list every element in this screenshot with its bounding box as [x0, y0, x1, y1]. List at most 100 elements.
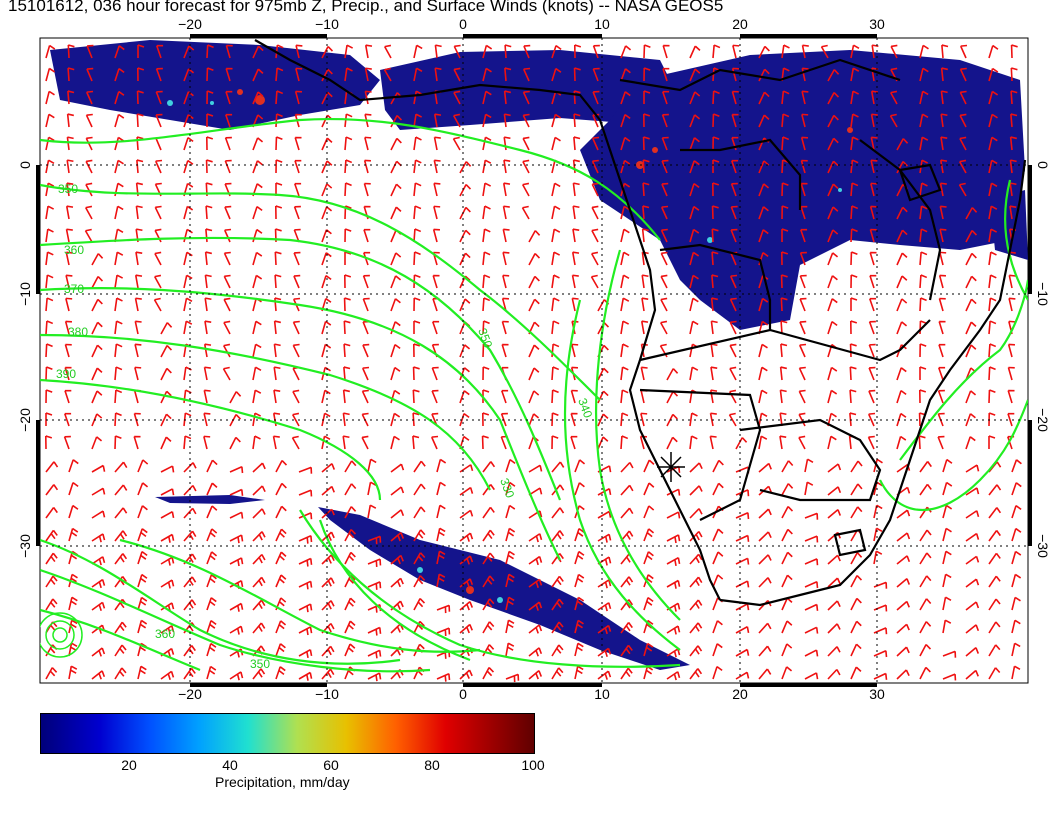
wind-barb [274, 205, 283, 220]
wind-barb [413, 483, 426, 496]
wind-barb [735, 534, 750, 542]
wind-barb [779, 389, 787, 404]
wind-barb [502, 182, 511, 197]
colorbar-tick-label: 40 [222, 757, 238, 773]
wind-barb [873, 627, 888, 635]
wind-barb [781, 136, 790, 151]
wind-barb [712, 136, 720, 151]
wind-barb [66, 159, 74, 174]
wind-barb [413, 159, 422, 174]
wind-barb [252, 412, 262, 427]
wind-barb [413, 297, 421, 312]
wind-barb [988, 644, 1001, 657]
wind-barb [643, 596, 654, 611]
wind-barb [344, 228, 352, 243]
wind-barb [570, 412, 578, 427]
wind-barb [64, 343, 72, 358]
wind-barb [988, 343, 997, 358]
wind-barb [551, 389, 559, 404]
wind-barb [504, 67, 512, 82]
border-7 [859, 139, 942, 301]
wind-barb [252, 366, 262, 381]
wind-barb [204, 320, 212, 335]
wind-barb [689, 576, 703, 588]
wind-barb [413, 136, 422, 151]
wind-barb [413, 44, 423, 59]
wind-barb [205, 136, 214, 151]
wind-barb [850, 620, 862, 634]
wind-barb [390, 532, 405, 542]
wind-barb [801, 113, 809, 128]
wind-barb [827, 114, 839, 128]
wind-barb [660, 297, 668, 312]
wind-barb [502, 228, 510, 243]
wind-barb [965, 321, 977, 335]
wind-barb [367, 672, 382, 682]
wind-barb [758, 114, 770, 128]
lon-tick-label: 20 [732, 16, 748, 32]
wind-barb [203, 366, 211, 381]
wind-barb [293, 274, 301, 289]
wind-barb [666, 534, 681, 544]
wind-barb [68, 504, 79, 519]
lon-tick-label: −20 [178, 16, 202, 32]
wind-barb [206, 528, 218, 542]
wind-barb [292, 343, 300, 358]
wind-barb [436, 458, 447, 473]
wind-barb [84, 228, 93, 243]
wind-barb [523, 44, 531, 59]
wind-barb [137, 459, 149, 473]
wind-barb [362, 274, 370, 289]
wind-barb [735, 671, 750, 680]
wind-barb [343, 297, 351, 312]
lat-tick-label: −10 [1035, 282, 1051, 306]
wind-barb [432, 274, 440, 289]
wind-barb [183, 68, 195, 82]
wind-barb [183, 114, 194, 128]
wind-barb [574, 550, 585, 565]
wind-barb [896, 206, 908, 220]
wind-barb [965, 464, 980, 473]
wind-barb [712, 159, 720, 173]
wind-barb [413, 320, 421, 334]
wind-barb [390, 206, 402, 220]
wind-barb [827, 366, 838, 381]
wind-barb [798, 343, 807, 358]
wind-barb [804, 649, 819, 657]
wind-barb [592, 90, 600, 105]
wind-barb [896, 669, 910, 680]
wind-barb [661, 182, 669, 197]
wind-barb [758, 531, 772, 542]
wind-barb [431, 366, 439, 381]
wind-barb [551, 136, 561, 151]
wind-barb [689, 228, 700, 243]
wind-barb [482, 67, 492, 82]
wind-barb [643, 44, 651, 59]
wind-barb [275, 136, 283, 151]
wind-barb [321, 668, 335, 680]
wind-barb [344, 528, 357, 542]
wind-barb [160, 556, 175, 566]
wind-barb [183, 251, 193, 266]
wind-barb [521, 205, 530, 220]
wind-barb [321, 343, 332, 358]
wind-barb [712, 551, 724, 565]
wind-barb [114, 484, 128, 496]
wind-barb [137, 573, 148, 588]
wind-barb [85, 182, 93, 197]
wind-barb [712, 459, 724, 473]
wind-barb [436, 627, 451, 636]
wind-barb [433, 159, 441, 174]
wind-barb [1009, 159, 1017, 174]
wind-barb [730, 205, 738, 220]
contour-label: 340 [575, 396, 595, 420]
wind-barb [712, 643, 723, 657]
wind-barb [572, 205, 580, 220]
wind-barb [390, 509, 405, 519]
wind-barb [896, 509, 911, 519]
wind-barb [988, 159, 998, 174]
wind-barb [940, 67, 948, 82]
wind-barb [482, 529, 495, 542]
wind-barb [965, 229, 978, 243]
wind-barb [689, 645, 703, 657]
